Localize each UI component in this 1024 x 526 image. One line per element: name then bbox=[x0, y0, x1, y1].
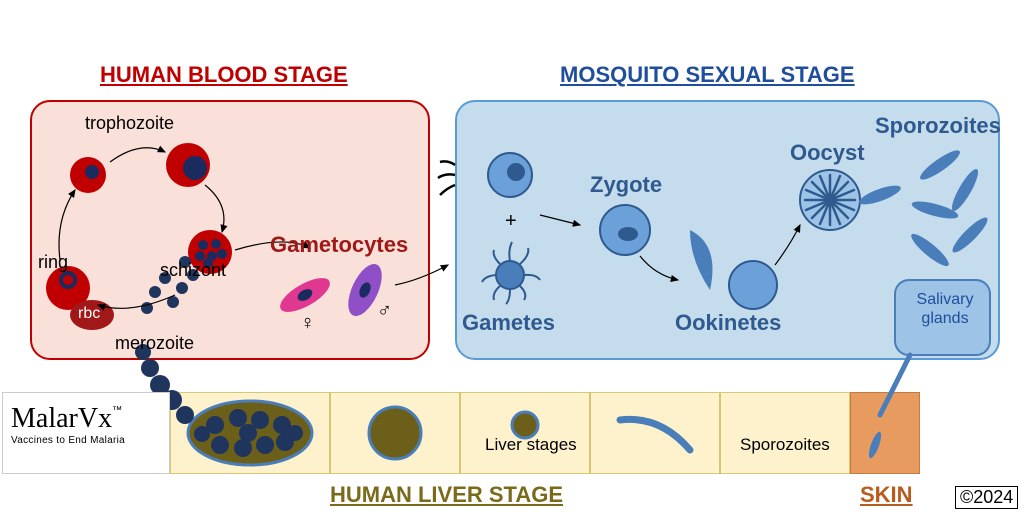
plus-label: + bbox=[505, 210, 517, 233]
liver-stage-title: HUMAN LIVER STAGE bbox=[330, 482, 563, 508]
logo-tag: Vaccines to End Malaria bbox=[11, 435, 161, 446]
male-symbol: ♂ bbox=[377, 300, 392, 323]
sporozoites2-label: Sporozoites bbox=[740, 435, 830, 455]
copyright-label: ©2024 bbox=[955, 486, 1018, 509]
liverstages-label: Liver stages bbox=[485, 435, 577, 455]
gametocytes-label: Gametocytes bbox=[270, 232, 408, 258]
logo-tm: ™ bbox=[112, 405, 122, 416]
ring-label: ring bbox=[38, 252, 68, 273]
merozoite-label: merozoite bbox=[115, 333, 194, 354]
ookinetes-label: Ookinetes bbox=[675, 310, 781, 336]
oocyst-label: Oocyst bbox=[790, 140, 865, 166]
salivary-label: Salivary glands bbox=[905, 290, 985, 328]
sporozoites-label: Sporozoites bbox=[875, 113, 1001, 139]
logo-box: MalarVx ™ Vaccines to End Malaria bbox=[2, 392, 170, 474]
female-symbol: ♀ bbox=[300, 312, 315, 335]
schizont-label: schizont bbox=[160, 260, 226, 281]
logo-main: MalarVx bbox=[11, 403, 112, 435]
gametes-label: Gametes bbox=[462, 310, 555, 336]
skin-title: SKIN bbox=[860, 482, 913, 508]
rbc-label: rbc bbox=[78, 305, 100, 323]
zygote-label: Zygote bbox=[590, 172, 662, 198]
trophozoite-label: trophozoite bbox=[85, 113, 174, 134]
